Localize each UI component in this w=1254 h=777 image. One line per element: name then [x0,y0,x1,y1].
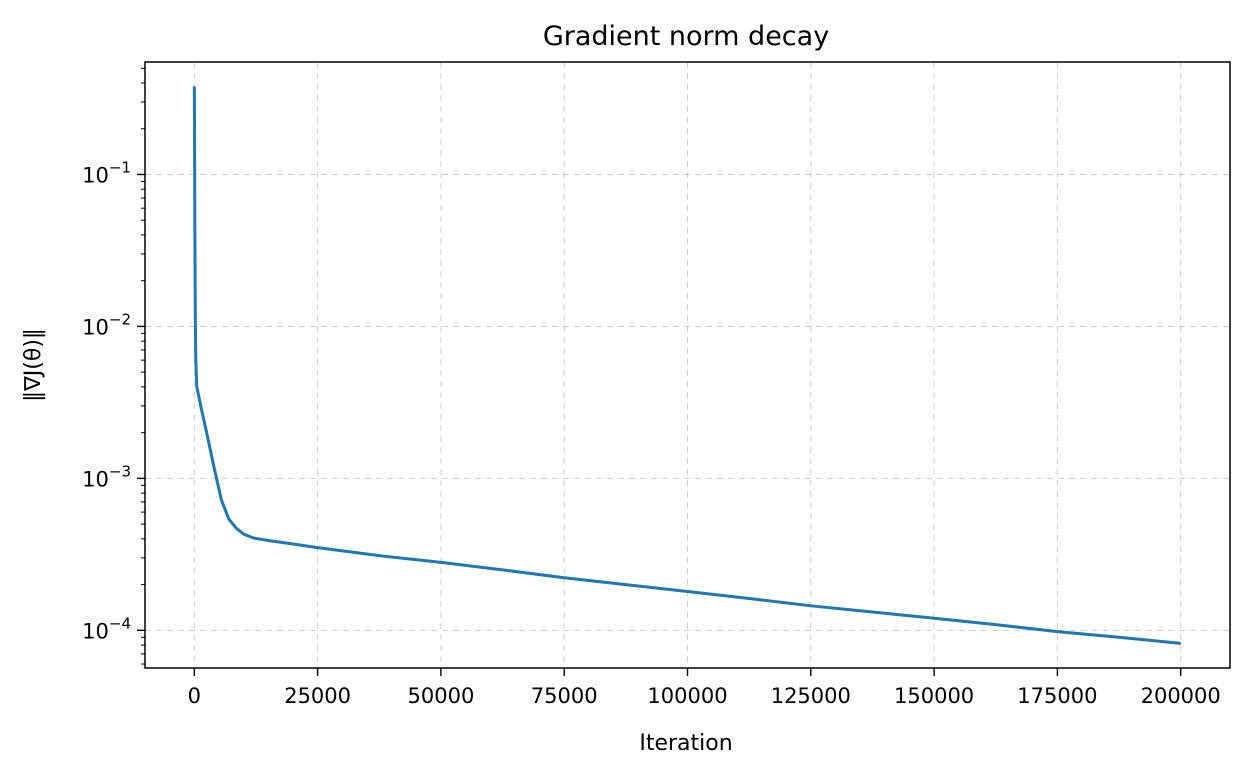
axes-frame [144,61,1231,669]
x-tick-label: 75000 [531,684,598,708]
x-tick-label: 100000 [647,684,727,708]
x-tick-label: 125000 [771,684,851,708]
grid [145,62,1230,668]
x-tick-label: 50000 [408,684,475,708]
y-axis-label: ‖∇J(θ)‖ [21,328,46,402]
chart-title: Gradient norm decay [543,21,829,52]
x-axis-label: Iteration [639,731,732,756]
x-tick-label: 175000 [1017,684,1097,708]
series-line [192,86,1181,645]
x-tick-label: 25000 [284,684,351,708]
y-tick-label: 10−2 [82,310,131,339]
y-axis-ticks: 10−4 10−3 10−2 10−1 [82,158,145,643]
y-tick-label: 10−3 [82,462,131,491]
y-tick-label: 10−1 [82,158,131,187]
x-axis-ticks: 0 25000 50000 75000 100000 125000 150000 175000… [188,668,1221,708]
y-tick-label: 10−4 [82,614,131,643]
x-tick-label: 0 [188,684,201,708]
x-tick-label: 150000 [894,684,974,708]
x-tick-label: 200000 [1141,684,1221,708]
